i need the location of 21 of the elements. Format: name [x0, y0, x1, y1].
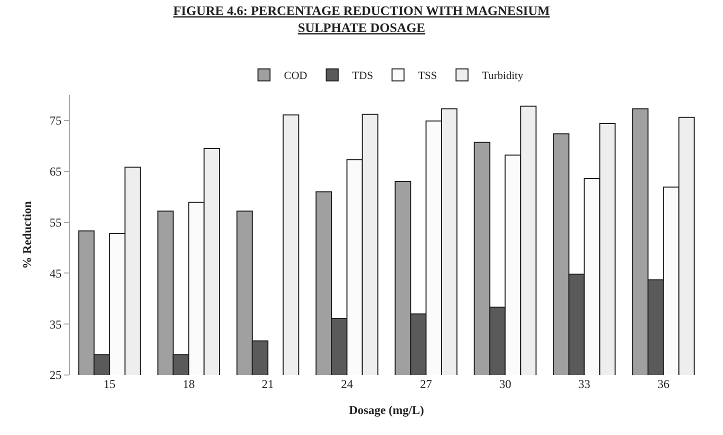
y-tick-label: 35: [50, 317, 62, 332]
legend-label: COD: [284, 70, 308, 82]
x-tick-label: 24: [340, 377, 353, 391]
y-tick-label: 65: [50, 164, 62, 179]
y-tick-label: 75: [50, 114, 62, 128]
x-tick-label: 21: [262, 377, 274, 391]
x-tick-label: 33: [578, 377, 590, 391]
x-tick-label: 30: [499, 377, 512, 391]
x-tick-label: 27: [420, 377, 432, 391]
chart-title: FIGURE 4.6: PERCENTAGE REDUCTION WITH MAGNESIUM SULPHATE DOSAGE: [173, 3, 550, 36]
legend-label: Turbidity: [482, 70, 524, 82]
legend-label: TSS: [418, 70, 438, 82]
x-tick-label: 36: [657, 377, 670, 391]
y-tick-label: 55: [50, 215, 62, 230]
y-tick-label: 45: [50, 266, 62, 280]
y-tick-label: 25: [50, 368, 62, 382]
x-tick-label: 18: [182, 377, 195, 391]
x-tick-label: 15: [104, 377, 116, 391]
y-axis-title: % Reduction: [20, 200, 34, 269]
legend-label: TDS: [352, 70, 374, 82]
x-axis-title: Dosage (mg/L): [349, 402, 424, 417]
